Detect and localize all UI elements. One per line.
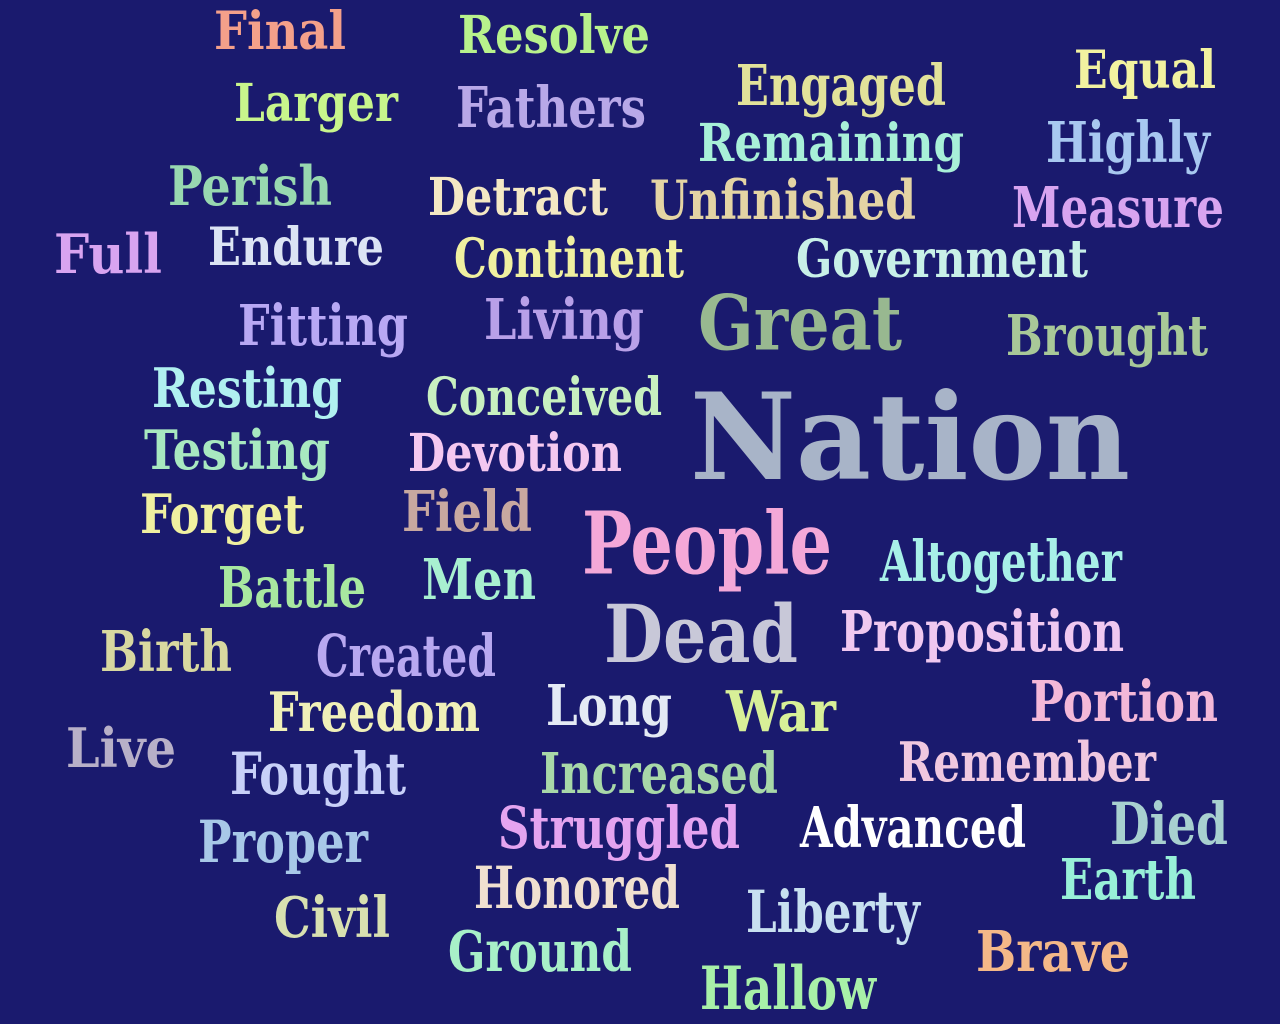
word-equal: Equal — [1074, 40, 1216, 102]
word-fitting: Fitting — [238, 292, 409, 359]
word-liberty: Liberty — [746, 878, 921, 947]
word-unfinished: Unfinished — [650, 168, 916, 233]
word-live: Live — [66, 716, 177, 781]
word-nation: Nation — [690, 368, 1130, 508]
word-resolve: Resolve — [458, 5, 650, 67]
word-portion: Portion — [1030, 668, 1218, 735]
word-freedom: Freedom — [268, 680, 481, 745]
word-fathers: Fathers — [456, 74, 646, 141]
word-died: Died — [1110, 790, 1229, 859]
word-increased: Increased — [540, 740, 778, 807]
word-living: Living — [484, 286, 644, 353]
word-struggled: Struggled — [498, 794, 740, 863]
word-government: Government — [796, 229, 1089, 291]
word-proposition: Proposition — [840, 598, 1125, 665]
word-testing: Testing — [144, 418, 330, 483]
word-engaged: Engaged — [736, 52, 946, 119]
word-larger: Larger — [234, 73, 399, 135]
word-continent: Continent — [454, 226, 685, 291]
word-honored: Honored — [474, 854, 680, 923]
word-dead: Dead — [604, 586, 799, 681]
word-fought: Fought — [230, 740, 407, 809]
word-measure: Measure — [1012, 174, 1224, 241]
word-remaining: Remaining — [698, 113, 965, 175]
word-hallow: Hallow — [700, 952, 876, 1024]
word-earth: Earth — [1060, 846, 1197, 913]
word-war: War — [726, 678, 837, 745]
word-great: Great — [698, 279, 903, 369]
word-highly: Highly — [1046, 109, 1211, 176]
word-created: Created — [316, 622, 496, 691]
word-brought: Brought — [1006, 302, 1208, 369]
word-detract: Detract — [428, 167, 608, 229]
word-ground: Ground — [448, 918, 632, 985]
word-resting: Resting — [152, 356, 343, 421]
word-remember: Remember — [898, 730, 1157, 795]
word-perish: Perish — [168, 154, 333, 219]
word-civil: Civil — [274, 884, 391, 951]
word-forget: Forget — [140, 482, 304, 547]
word-endure: Endure — [208, 217, 385, 279]
word-people: People — [582, 494, 833, 595]
word-birth: Birth — [100, 618, 233, 685]
word-advanced: Advanced — [800, 794, 1026, 861]
word-full: Full — [54, 222, 162, 287]
word-proper: Proper — [198, 808, 369, 877]
word-brave: Brave — [976, 918, 1131, 985]
word-long: Long — [546, 672, 672, 739]
word-battle: Battle — [218, 554, 367, 621]
word-men: Men — [422, 546, 537, 613]
word-altogether: Altogether — [880, 528, 1122, 595]
word-field: Field — [402, 478, 532, 545]
word-final: Final — [214, 1, 347, 63]
word-conceived: Conceived — [426, 367, 663, 429]
word-devotion: Devotion — [408, 423, 622, 485]
